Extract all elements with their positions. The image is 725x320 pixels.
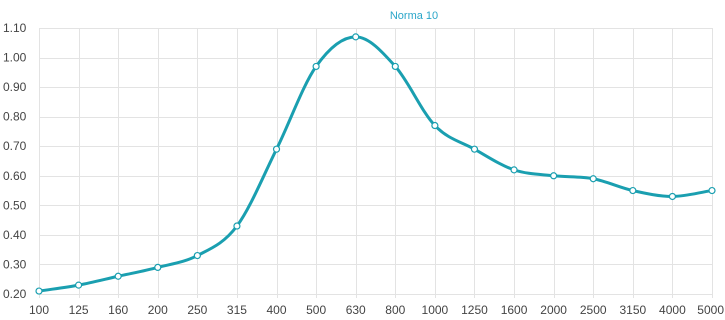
data-point-160[interactable] [114, 272, 122, 280]
x-tick-label: 1000 [422, 303, 449, 317]
data-point-1250[interactable] [470, 145, 479, 153]
x-tick-label: 315 [227, 303, 247, 317]
x-tick-label: 2500 [580, 303, 607, 317]
series-line [37, 35, 714, 293]
data-point-4000[interactable] [668, 192, 677, 201]
data-point-125[interactable] [74, 281, 83, 289]
data-point-5000[interactable] [708, 186, 716, 195]
data-point-400[interactable] [272, 145, 281, 153]
data-point-200[interactable] [154, 263, 162, 271]
x-tick-label: 5000 [697, 303, 724, 317]
data-point-800[interactable] [391, 62, 399, 71]
data-point-315[interactable] [233, 222, 241, 230]
data-point-3150[interactable] [629, 186, 637, 195]
x-tick-label: 160 [108, 303, 128, 317]
x-tick-label: 125 [69, 303, 89, 317]
data-point-100[interactable] [35, 287, 43, 295]
x-tick-label: 4000 [659, 303, 686, 317]
data-point-1600[interactable] [510, 166, 518, 174]
grid [39, 28, 713, 298]
y-tick-label: 1.00 [3, 51, 27, 65]
x-tick-label: 800 [385, 303, 405, 317]
data-point-2500[interactable] [589, 175, 597, 183]
y-tick-label: 0.40 [3, 228, 27, 242]
x-tick-label: 1600 [501, 303, 528, 317]
y-tick-label: 0.30 [3, 257, 27, 271]
data-point-250[interactable] [193, 251, 201, 260]
x-tick-label: 500 [306, 303, 326, 317]
y-tick-label: 1.10 [3, 21, 27, 35]
points-layer [35, 33, 716, 295]
x-tick-label: 200 [148, 303, 168, 317]
series-layer [37, 35, 714, 293]
y-tick-label: 0.60 [3, 169, 27, 183]
data-point-500[interactable] [312, 62, 320, 71]
x-tick-label: 1250 [461, 303, 488, 317]
x-tick-label: 100 [29, 303, 49, 317]
x-tick-label: 250 [187, 303, 207, 317]
y-tick-label: 0.90 [3, 80, 27, 94]
x-tick-label: 400 [267, 303, 287, 317]
chart-title: Norma 10 [390, 10, 438, 22]
y-tick-label: 0.80 [3, 110, 27, 124]
y-tick-label: 0.20 [3, 287, 27, 301]
x-tick-label: 630 [346, 303, 366, 317]
data-point-2000[interactable] [550, 172, 558, 180]
data-point-630[interactable] [352, 33, 360, 41]
x-axis-tick-labels: 100 125 160 200 250 315 400 500 630 800 1000 1250 16… [29, 303, 724, 317]
data-point-1000[interactable] [431, 121, 439, 130]
x-tick-label: 3150 [619, 303, 646, 317]
x-tick-label: 2000 [540, 303, 567, 317]
y-tick-label: 0.50 [3, 198, 27, 212]
y-tick-label: 0.70 [3, 139, 27, 153]
y-axis-tick-labels: 0.20 0.30 0.40 0.50 0.60 0.70 0.80 0.90 1.00 1.10 [3, 21, 27, 301]
